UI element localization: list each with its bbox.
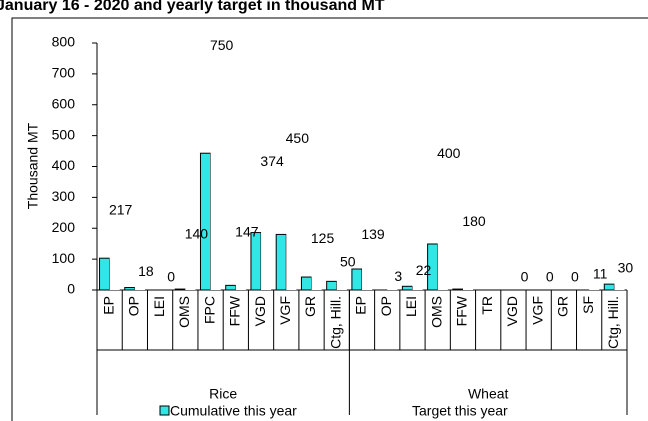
legend-label: Cumulative this year	[170, 403, 297, 419]
bar	[235, 244, 246, 290]
y-axis-label: Thousand MT	[25, 122, 41, 209]
x-tick-label: OMS	[176, 296, 192, 328]
y-tick-label: 100	[52, 250, 76, 266]
data-label: 400	[437, 145, 461, 161]
bar	[462, 234, 474, 290]
x-tick-label: EP	[353, 296, 369, 315]
bar	[452, 288, 464, 291]
bar	[199, 152, 212, 291]
bar	[387, 289, 398, 290]
x-tick-label: FPC	[201, 296, 217, 324]
x-tick-label: FFW	[454, 295, 470, 326]
bar	[351, 268, 363, 291]
data-label: 0	[546, 269, 554, 285]
data-label: 0	[521, 269, 529, 285]
data-label: 50	[340, 253, 356, 269]
bar	[401, 285, 413, 291]
x-tick-label: LEI	[151, 296, 167, 317]
bar	[437, 166, 448, 290]
x-tick-label: VGD	[504, 296, 520, 326]
data-label: 3	[394, 268, 402, 284]
data-label: 30	[618, 259, 634, 275]
bar	[124, 287, 136, 291]
bar	[614, 280, 625, 290]
data-label: 140	[185, 225, 209, 241]
x-tick-label: TR	[479, 296, 495, 315]
data-label: 374	[260, 153, 284, 169]
y-tick-label: 300	[52, 188, 76, 204]
x-tick-label: FFW	[227, 295, 243, 326]
x-tick-label: VGF	[529, 296, 545, 325]
bar	[109, 223, 120, 290]
data-label: 22	[416, 262, 432, 278]
x-tick-label: GR	[555, 296, 571, 317]
legend-swatch	[402, 406, 411, 415]
bar	[225, 284, 237, 291]
bar	[311, 251, 322, 290]
bar	[261, 174, 272, 290]
bar	[185, 246, 196, 290]
data-label: 11	[593, 265, 608, 281]
bar	[275, 233, 287, 291]
data-label: 0	[167, 269, 175, 285]
bar	[134, 284, 145, 290]
bar	[326, 280, 338, 291]
x-tick-label: Ctg, Hill.	[605, 296, 621, 349]
group-label: Wheat	[468, 386, 509, 402]
group-label: Rice	[209, 386, 237, 402]
data-label: 147	[235, 223, 259, 239]
x-tick-label: OP	[378, 296, 394, 316]
y-tick-label: 800	[52, 34, 76, 50]
x-tick-label: SF	[580, 296, 596, 314]
y-tick-label: 700	[52, 65, 76, 81]
y-tick-label: 500	[52, 126, 76, 142]
bar	[210, 58, 221, 290]
x-tick-label: VGF	[277, 296, 293, 325]
chart-title: January 16 - 2020 and yearly target in t…	[0, 0, 385, 14]
data-label: 0	[571, 269, 579, 285]
bar	[336, 274, 347, 290]
bar	[174, 288, 186, 291]
x-tick-label: EP	[100, 296, 116, 315]
x-tick-label: Ctg, Hill.	[327, 296, 343, 349]
bar	[603, 283, 615, 291]
bar	[286, 151, 297, 290]
bar	[250, 232, 262, 291]
bar	[589, 286, 600, 290]
bar	[300, 276, 313, 291]
data-label: 180	[462, 213, 486, 229]
legend-swatch	[159, 405, 170, 416]
y-tick-label: 600	[52, 95, 76, 111]
x-tick-label: LEI	[403, 296, 419, 317]
data-label: 450	[286, 130, 310, 146]
legend-label: Target this year	[412, 403, 508, 419]
y-tick-label: 200	[52, 219, 76, 235]
bar	[99, 257, 111, 291]
bar	[362, 247, 373, 290]
data-label: 750	[210, 37, 234, 53]
x-tick-label: OMS	[428, 296, 444, 328]
data-label: 217	[109, 202, 133, 218]
x-tick-label: VGD	[252, 296, 268, 326]
chart-frame	[11, 17, 648, 421]
data-label: 125	[311, 230, 335, 246]
y-tick-label: 0	[67, 281, 75, 297]
bar	[412, 283, 423, 290]
x-tick-label: OP	[126, 296, 142, 316]
data-label: 18	[138, 263, 154, 279]
y-tick-label: 400	[52, 157, 76, 173]
x-tick-label: GR	[302, 296, 318, 317]
data-label: 139	[361, 226, 385, 242]
